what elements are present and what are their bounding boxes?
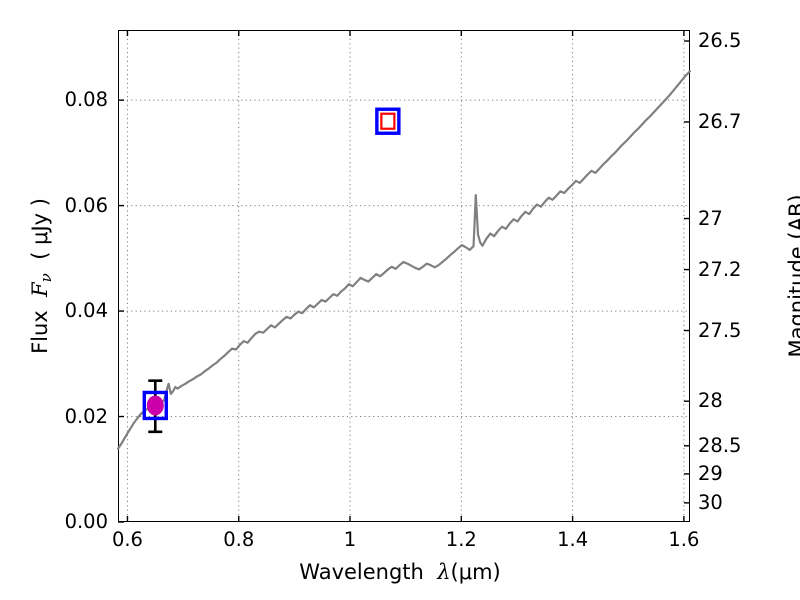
y-right-tick-label: 28 [698,389,723,413]
y-left-title-name: Flux [28,310,52,354]
x-tick-label: 0.8 [223,528,255,551]
axis-ticks [118,30,690,523]
data-markers [142,107,401,434]
y-left-title-unit: ( μJy ) [28,198,52,260]
x-axis-title-symbol: λ [437,560,451,584]
x-tick-label: 1 [343,528,357,551]
plot-frame [118,30,690,522]
y-left-title-subscript: ν [37,273,56,283]
y-right-tick-label: 28.5 [698,433,742,457]
y-right-tick-label: 26.5 [698,29,742,53]
y-left-tick-label: 0.02 [64,404,108,428]
y-left-axis-title: Flux Fν ( μJy ) [28,120,55,354]
x-axis-title-unit: (μm) [450,560,501,584]
x-tick-label: 0.6 [111,528,143,551]
y-right-tick-label: 27.5 [698,318,742,342]
y-left-title-symbol: F [28,282,52,297]
y-left-tick-label: 0.04 [64,299,108,323]
x-tick-label: 1.4 [557,528,589,551]
x-tick-label: 1.6 [668,528,700,551]
y-left-tick-label: 0.00 [64,510,108,533]
y-right-tick-label: 29 [698,461,723,485]
x-axis-title: Wavelength λ(μm) [299,560,500,584]
gridlines [118,30,690,522]
y-right-tick-label: 27 [698,206,723,230]
y-right-title-text: Magnitude (AB) [785,194,800,358]
y-left-tick-label: 0.08 [64,88,108,112]
y-right-tick-label: 26.7 [698,109,742,133]
y-left-tick-label: 0.06 [64,193,108,217]
y-right-tick-label: 27.2 [698,257,742,281]
y-right-axis-title: Magnitude (AB) [785,113,800,357]
x-tick-label: 1.2 [445,528,477,551]
y-right-tick-label: 30 [698,490,723,514]
x-axis-title-name: Wavelength [299,560,424,584]
spectrum-curve [116,70,692,450]
